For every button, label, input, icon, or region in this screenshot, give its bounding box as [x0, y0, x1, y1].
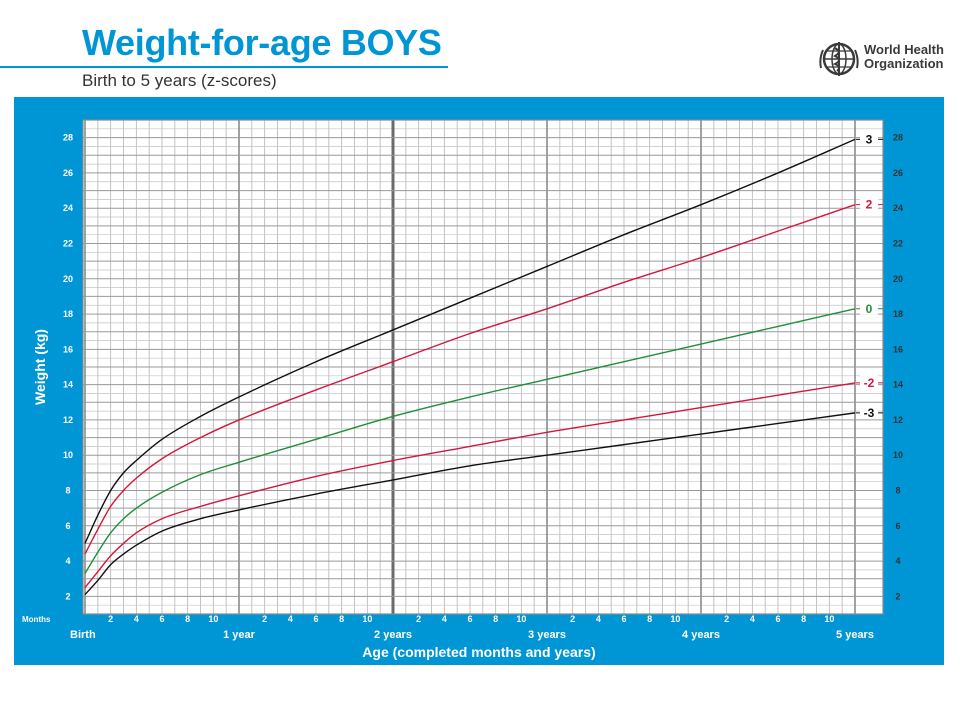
y-tick-label-right: 8: [895, 486, 900, 496]
month-tick-label: 4: [596, 614, 601, 624]
month-tick-label: 4: [134, 614, 139, 624]
year-tick-label: 1 year: [223, 629, 256, 641]
grid-major: [82, 119, 884, 615]
month-tick-label: 2: [108, 614, 113, 624]
month-tick-label: 2: [570, 614, 575, 624]
month-tick-label: 8: [493, 614, 498, 624]
y-tick-label: 16: [63, 344, 73, 354]
org-name-line1: World Health: [864, 42, 944, 57]
z-score-curve-2: [84, 204, 856, 555]
curve-labels: 3 2 0 -2 -3: [856, 131, 883, 420]
month-tick-label: 2: [416, 614, 421, 624]
year-tick-label: 2 years: [374, 629, 412, 641]
curve-label-bg: [860, 196, 878, 211]
y-tick-label: 26: [63, 168, 73, 178]
year-tick-label: 3 years: [528, 629, 566, 641]
chart-subtitle: Birth to 5 years (z-scores): [82, 71, 277, 90]
curve-label--3: -3: [864, 406, 875, 420]
y-tick-label-right: 24: [893, 203, 903, 213]
month-tick-label: 8: [339, 614, 344, 624]
month-tick-label: 6: [159, 614, 164, 624]
y-tick-label-right: 12: [893, 415, 903, 425]
y-tick-label-right: 28: [893, 133, 903, 143]
chart-title: Weight-for-age BOYS: [82, 22, 442, 63]
month-tick-label: 4: [750, 614, 755, 624]
y-tick-label: 20: [63, 274, 73, 284]
y-tick-label: 10: [63, 450, 73, 460]
title-rule: [0, 66, 448, 68]
y-axis-label: Weight (kg): [32, 329, 48, 405]
curve-label-0: 0: [866, 302, 873, 316]
month-tick-label: 8: [185, 614, 190, 624]
x-axis-label: Age (completed months and years): [362, 644, 595, 660]
y-tick-label-right: 18: [893, 309, 903, 319]
y-tick-label-right: 22: [893, 239, 903, 249]
y-tick-label-right: 16: [893, 344, 903, 354]
y-tick-label-right: 14: [893, 380, 903, 390]
who-emblem-icon: [819, 42, 859, 76]
y-tick-label-right: 4: [895, 556, 900, 566]
y-tick-label: 28: [63, 133, 73, 143]
month-tick-label: 4: [288, 614, 293, 624]
curve-label-bg: [860, 404, 878, 419]
y-tick-label: 8: [65, 486, 70, 496]
who-logo: World Health Organization: [818, 38, 948, 80]
year-tick-label: Birth: [70, 629, 96, 641]
curve-label--2: -2: [864, 376, 875, 390]
z-score-curve-0: [84, 308, 856, 574]
month-tick-label: 2: [724, 614, 729, 624]
month-tick-label: 6: [775, 614, 780, 624]
months-label: Months: [22, 615, 51, 624]
z-score-curve-3: [84, 138, 856, 544]
y-tick-label: 6: [65, 521, 70, 531]
y-tick-label-right: 6: [895, 521, 900, 531]
y-tick-label-right: 26: [893, 168, 903, 178]
y-tick-label-right: 20: [893, 274, 903, 284]
z-score-curve--3: [84, 412, 856, 596]
month-tick-label: 10: [516, 614, 526, 624]
y-tick-label: 22: [63, 239, 73, 249]
y-tick-label: 14: [63, 380, 73, 390]
month-tick-label: 10: [362, 614, 372, 624]
month-tick-label: 10: [824, 614, 834, 624]
month-tick-label: 2: [262, 614, 267, 624]
month-tick-label: 10: [670, 614, 680, 624]
month-tick-label: 4: [442, 614, 447, 624]
year-tick-label: 5 years: [836, 629, 874, 641]
month-tick-label: 6: [621, 614, 626, 624]
month-tick-label: 10: [208, 614, 218, 624]
month-tick-label: 8: [801, 614, 806, 624]
y-tick-label-right: 2: [895, 591, 900, 601]
y-tick-label: 2: [65, 591, 70, 601]
y-tick-label: 12: [63, 415, 73, 425]
month-tick-label: 6: [467, 614, 472, 624]
curve-label-2: 2: [866, 198, 873, 212]
curve-label-bg: [860, 300, 878, 315]
z-score-curve--2: [84, 382, 856, 588]
y-tick-label: 18: [63, 309, 73, 319]
month-tick-labels: 2 4 6 8 10 2 4 6 8 10 2 4 6 8 10 2 4 6 8 10 2 4 6 8 10: [108, 614, 834, 624]
month-tick-label: 8: [647, 614, 652, 624]
z-score-curves: [84, 138, 856, 596]
y-tick-label-right: 10: [893, 450, 903, 460]
month-tick-label: 6: [313, 614, 318, 624]
org-name-line2: Organization: [864, 56, 944, 71]
year-tick-labels: Birth 1 year 2 years 3 years 4 years 5 years: [70, 629, 874, 641]
curve-label-bg: [860, 374, 878, 389]
curve-label-bg: [860, 131, 878, 146]
plot-frame: [82, 119, 884, 615]
y-tick-label: 4: [65, 556, 70, 566]
curve-label-3: 3: [866, 132, 873, 146]
y-tick-label: 24: [63, 203, 73, 213]
year-tick-label: 4 years: [682, 629, 720, 641]
